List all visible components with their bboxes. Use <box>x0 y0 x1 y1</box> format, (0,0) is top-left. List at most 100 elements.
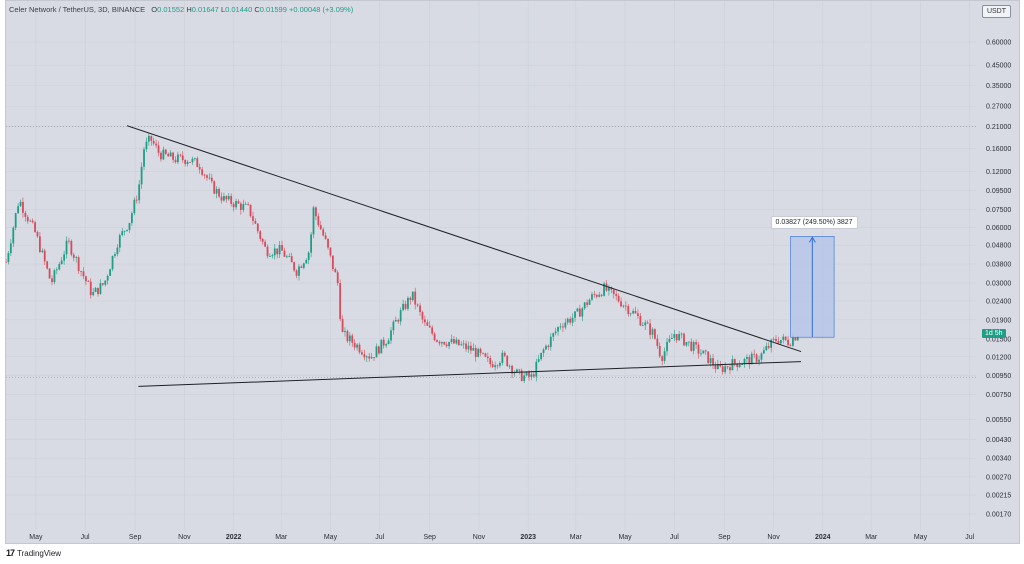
candle-up <box>603 283 605 296</box>
candle-up <box>501 352 504 363</box>
x-tick-label: 2024 <box>815 534 831 541</box>
candle-up <box>123 230 126 232</box>
candle-up <box>17 206 20 214</box>
ascending-support-trendline <box>138 361 802 387</box>
candle-up <box>588 299 591 305</box>
x-tick-label: Nov <box>473 534 486 541</box>
candle-down <box>363 354 366 358</box>
candle-up <box>743 358 746 364</box>
candle-down <box>97 287 99 295</box>
candle-down <box>595 294 598 297</box>
candle-down <box>787 339 789 346</box>
candle-up <box>106 275 109 281</box>
candle-down <box>649 323 651 335</box>
candle-down <box>87 281 90 283</box>
price-chart[interactable]: 0.60000 0.45000 0.35000 0.27000 0.21000 0.160… <box>6 1 1021 545</box>
candle-down <box>726 366 729 368</box>
candle-up <box>244 203 247 205</box>
brand-name: TradingView <box>17 548 62 558</box>
candle-up <box>177 154 179 163</box>
candle-down <box>646 322 649 324</box>
candle-down <box>319 225 322 230</box>
candle-up <box>692 342 695 351</box>
currency-button[interactable]: USDT <box>981 5 1011 18</box>
candle-up <box>545 345 547 350</box>
candle-down <box>237 201 240 204</box>
candle-down <box>491 364 494 368</box>
price-range-measure[interactable] <box>790 236 835 338</box>
y-tick-label: 0.07500 <box>986 207 1011 214</box>
candle-up <box>365 356 368 358</box>
candle-up <box>796 337 799 341</box>
candle-up <box>390 330 392 341</box>
candle-down <box>329 247 332 256</box>
candle-down <box>36 232 39 237</box>
candle-down <box>327 238 329 248</box>
candle-down <box>736 363 739 368</box>
candle-down <box>135 199 138 201</box>
candle-down <box>341 319 344 333</box>
candle-down <box>353 342 356 348</box>
time-axis[interactable]: May Jul Sep Nov 2022 Mar May Jul Sep Nov 2023 Mar Ma… <box>29 534 974 541</box>
candle-down <box>51 278 53 283</box>
candle-down <box>479 348 482 353</box>
y-tick-label: 0.06000 <box>986 225 1011 232</box>
candle-down <box>578 308 581 317</box>
candle-down <box>433 333 436 341</box>
candle-down <box>496 365 499 367</box>
candle-down <box>637 313 639 316</box>
candle-down <box>465 343 467 350</box>
candle-up <box>407 297 409 309</box>
candle-down <box>436 340 438 342</box>
candle-up <box>554 331 557 334</box>
candle-down <box>254 220 257 224</box>
candle-down <box>532 374 535 377</box>
candle-up <box>9 243 12 254</box>
x-tick-label: Mar <box>865 534 878 541</box>
candle-down <box>697 344 700 354</box>
y-tick-label: 0.27000 <box>986 104 1011 111</box>
price-axis[interactable]: 0.60000 0.45000 0.35000 0.27000 0.21000 0.160… <box>986 40 1011 519</box>
candle-down <box>334 269 337 273</box>
candle-down <box>164 149 167 154</box>
x-tick-label: 2023 <box>520 534 536 541</box>
symbol-name: Celer Network / TetherUS, 3D, BINANCE <box>9 5 146 14</box>
candle-up <box>663 351 666 361</box>
candle-up <box>535 361 538 377</box>
candle-up <box>608 286 610 291</box>
candle-down <box>489 358 492 365</box>
trendlines[interactable] <box>126 125 802 387</box>
candle-up <box>549 336 552 347</box>
candle-up <box>305 259 308 264</box>
candle-down <box>615 294 618 296</box>
low-label: L <box>220 5 226 14</box>
candle-up <box>387 340 390 345</box>
candle-down <box>470 345 472 351</box>
candle-down <box>203 174 206 176</box>
candle-up <box>685 341 688 346</box>
candle-up <box>278 245 281 255</box>
candle-up <box>99 283 102 295</box>
chart-frame[interactable]: 0.60000 0.45000 0.35000 0.27000 0.21000 0.160… <box>5 0 1020 544</box>
candle-up <box>644 322 647 326</box>
candle-up <box>760 353 763 360</box>
candle-down <box>654 329 656 339</box>
candle-up <box>223 196 225 201</box>
footer[interactable]: 17 TradingView <box>6 548 61 558</box>
candle-down <box>729 367 731 371</box>
candle-up <box>765 346 768 351</box>
candle-up <box>19 201 22 207</box>
candle-down <box>346 331 349 342</box>
candle-up <box>133 199 136 214</box>
candle-down <box>506 355 509 367</box>
candle-down <box>423 319 426 323</box>
candle-down <box>414 291 417 305</box>
candle-down <box>290 256 293 263</box>
close-label: C <box>254 5 260 14</box>
candle-down <box>300 266 303 268</box>
candle-down <box>324 235 327 239</box>
candle-down <box>276 248 279 255</box>
candle-down <box>264 241 266 247</box>
candle-up <box>14 213 17 228</box>
candle-down <box>198 167 201 170</box>
